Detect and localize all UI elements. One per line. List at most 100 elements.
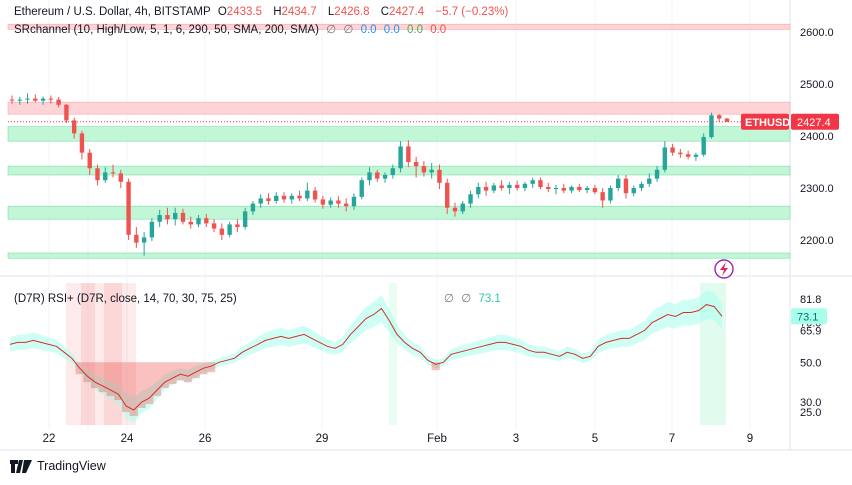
candle-body <box>577 186 582 191</box>
indicator-legend[interactable]: SRchannel (10, High/Low, 5, 1, 6, 290, 5… <box>14 22 450 36</box>
candle-body <box>445 182 450 208</box>
candle-body <box>25 98 30 100</box>
price-tick-label: 2500.0 <box>800 79 834 91</box>
candle-body <box>188 221 193 225</box>
rsi-tick-label: 81.8 <box>800 294 821 306</box>
candle-body <box>71 120 77 134</box>
candle-body <box>204 218 209 224</box>
rsi-tick-label: 25.0 <box>800 407 821 419</box>
rsi-tick-label: 50.0 <box>800 357 821 369</box>
candle-body <box>514 184 520 188</box>
price-tick-label: 2600.0 <box>800 27 834 39</box>
candle-body <box>382 175 388 179</box>
candle-body <box>157 215 162 222</box>
candle-body <box>141 237 147 243</box>
indicator-value: 0.0 <box>430 24 447 36</box>
rsi-current-label: 73.1 <box>797 311 818 323</box>
time-tick-label: 5 <box>592 433 598 445</box>
rsi-overbought-region <box>389 283 397 425</box>
candle-body <box>17 99 22 101</box>
candle-body <box>476 186 481 195</box>
rsi-legend[interactable]: (D7R) RSI+ (D7R, close, 14, 70, 30, 75, … <box>14 291 505 305</box>
candle-body <box>421 166 427 173</box>
rsi-negative-fill <box>75 362 440 416</box>
candle-body <box>717 115 722 119</box>
candle-body <box>483 186 489 191</box>
candle-body <box>522 183 528 188</box>
candle-body <box>608 188 613 201</box>
candle-body <box>460 203 465 212</box>
price-change: −5.7 (−0.23%) <box>435 6 509 18</box>
candle-body <box>48 98 54 100</box>
lightning-icon[interactable] <box>714 259 734 279</box>
candle-body <box>437 169 442 183</box>
candle-body <box>134 234 139 243</box>
candle-body <box>507 184 512 188</box>
candle-body <box>468 194 473 204</box>
support-zone <box>7 126 791 142</box>
resistance-zone <box>7 101 791 115</box>
candle-body <box>390 168 396 175</box>
candle-body <box>561 188 566 191</box>
candle-body <box>258 198 263 204</box>
candle-body <box>499 185 504 188</box>
rsi-tick-label: 30.0 <box>800 397 821 409</box>
candle-body <box>639 183 644 188</box>
time-tick-label: 22 <box>43 433 56 445</box>
symbol-tag: ETHUSD <box>745 117 790 129</box>
candle-body <box>623 178 629 194</box>
candle-body <box>670 147 675 153</box>
candle-body <box>110 172 116 174</box>
candle-body <box>118 173 124 182</box>
candle-body <box>328 200 333 205</box>
symbol-title: Ethereum / U.S. Dollar, 4h, BITSTAMP <box>14 6 211 18</box>
time-tick-label: 29 <box>316 433 329 445</box>
symbol-tag-bg <box>741 113 789 130</box>
candle-body <box>64 104 69 121</box>
candle-body <box>685 154 691 157</box>
rsi-current-bg <box>791 308 827 325</box>
candle-body <box>165 215 170 220</box>
indicator-label: SRchannel (10, High/Low, 5, 1, 6, 290, 5… <box>14 24 319 36</box>
candle-body <box>600 192 605 201</box>
candle-body <box>343 203 349 207</box>
candle-body <box>149 221 155 238</box>
candle-body <box>538 180 543 187</box>
candle-body <box>351 196 357 207</box>
symbol-legend[interactable]: Ethereum / U.S. Dollar, 4h, BITSTAMP O24… <box>14 6 512 18</box>
candle-body <box>227 224 232 235</box>
candle-body <box>546 186 551 190</box>
candle-body <box>398 146 403 169</box>
candle-body <box>173 212 178 220</box>
rsi-oversold-region <box>81 283 95 425</box>
candle-body <box>289 195 294 200</box>
candle-body <box>701 137 706 155</box>
time-tick-label: 26 <box>199 433 212 445</box>
candle-body <box>678 152 683 155</box>
last-price-label: 2427.4 <box>797 117 831 129</box>
candle-body <box>274 195 279 201</box>
price-tick-label: 2300.0 <box>800 183 834 195</box>
indicator-value: ∅ <box>343 24 354 36</box>
candle-body <box>9 99 15 101</box>
candle-body <box>266 198 271 201</box>
time-tick-label: 9 <box>747 433 753 445</box>
tradingview-logo[interactable]: TradingView <box>10 459 106 473</box>
candle-body <box>413 162 419 167</box>
candle-body <box>40 98 46 101</box>
time-tick-label: Feb <box>427 433 447 445</box>
candle-body <box>297 195 302 199</box>
candle-body <box>491 185 497 191</box>
candle-body <box>219 228 225 235</box>
candle-body <box>56 99 61 105</box>
support-zone <box>7 252 791 259</box>
candle-body <box>569 186 574 191</box>
candle-body <box>359 180 364 197</box>
candle-body <box>367 172 372 181</box>
candle-body <box>180 212 186 222</box>
rsi-value: ∅ <box>443 293 454 305</box>
indicator-value: 0.0 <box>360 24 377 36</box>
rsi-label: (D7R) RSI+ (D7R, close, 14, 70, 30, 75, … <box>14 293 237 305</box>
ohlc-low: L2426.8 <box>327 6 370 18</box>
